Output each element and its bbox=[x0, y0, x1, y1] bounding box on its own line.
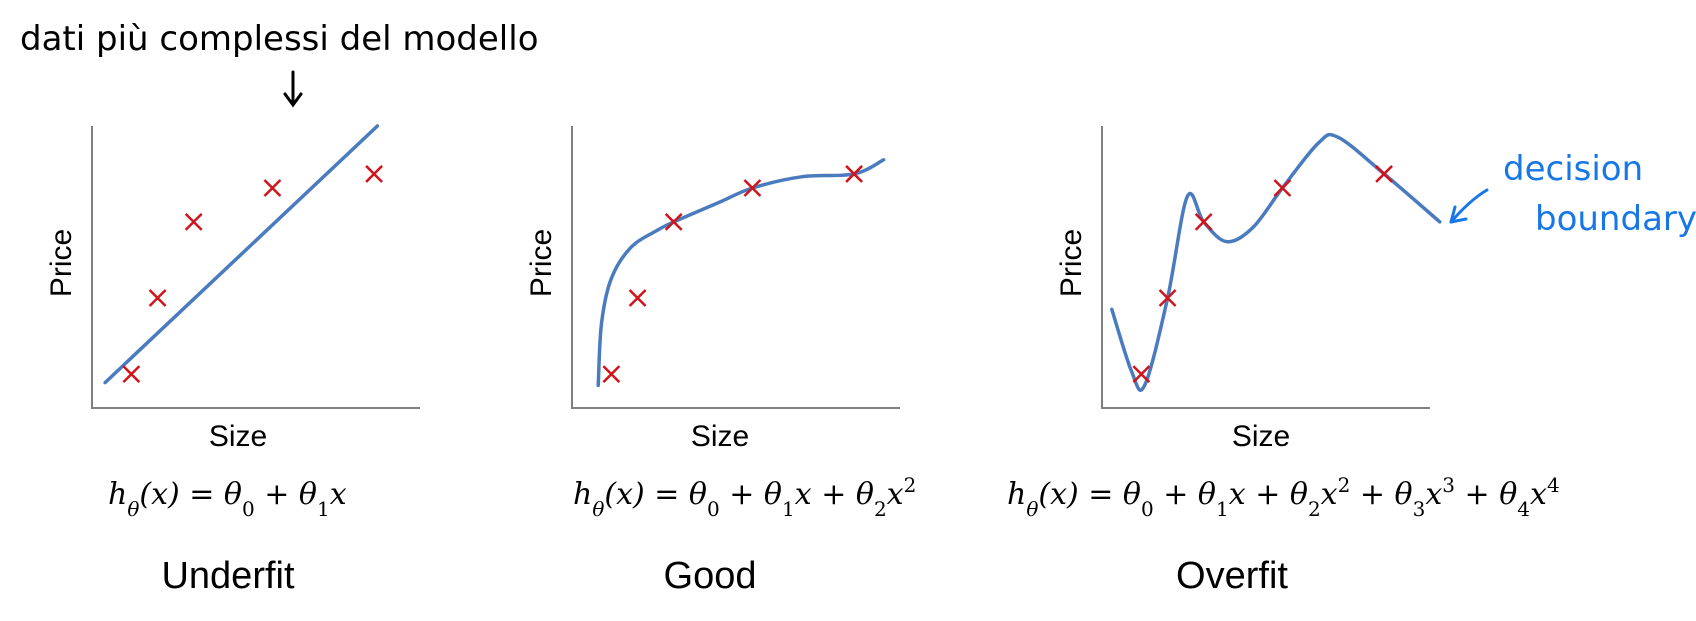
overfit-panel: Price Size hθ(x) = θ0 + θ1x + θ2x2 + θ3x… bbox=[1007, 126, 1696, 597]
pointer-arrow-icon bbox=[1449, 188, 1489, 224]
axes bbox=[1101, 126, 1430, 409]
underfit-panel: Price Size hθ(x) = θ0 + θ1x Underfit bbox=[45, 124, 420, 597]
data-point-marker bbox=[184, 212, 203, 231]
hypothesis-formula: hθ(x) = θ0 + θ1x + θ2x2 + θ3x3 + θ4x4 bbox=[1007, 473, 1560, 521]
axes bbox=[91, 126, 420, 409]
hypothesis-formula: hθ(x) = θ0 + θ1x + θ2x2 bbox=[573, 473, 916, 521]
down-arrow-icon bbox=[283, 70, 303, 108]
data-point-marker bbox=[602, 365, 621, 384]
good-fit-panel: Price Size hθ(x) = θ0 + θ1x + θ2x2 Good bbox=[525, 126, 916, 597]
data-point-marker bbox=[1194, 212, 1213, 231]
data-point-marker bbox=[628, 289, 647, 307]
x-axis-label: Size bbox=[209, 420, 267, 453]
data-point-marker bbox=[664, 212, 683, 231]
decision-label-line2: boundary bbox=[1535, 199, 1696, 239]
data-point-marker bbox=[148, 289, 167, 307]
panel-title: Overfit bbox=[1176, 555, 1288, 597]
y-axis-label: Price bbox=[1055, 229, 1088, 297]
data-point-marker bbox=[1273, 179, 1292, 197]
decision-label-line1: decision bbox=[1503, 149, 1643, 189]
data-point-marker bbox=[263, 179, 282, 197]
data-point-marker bbox=[122, 365, 141, 384]
data-point-marker bbox=[1375, 165, 1393, 183]
top-annotation: dati più complessi del modello bbox=[20, 19, 539, 59]
x-axis-label: Size bbox=[1232, 420, 1290, 453]
y-axis-label: Price bbox=[45, 229, 78, 297]
panel-title: Underfit bbox=[161, 555, 294, 597]
y-axis-label: Price bbox=[525, 229, 558, 297]
axes bbox=[571, 126, 900, 409]
fit-curve bbox=[103, 124, 380, 385]
panel-title: Good bbox=[664, 555, 757, 597]
data-point-marker bbox=[365, 165, 383, 183]
data-point-marker bbox=[845, 165, 863, 183]
x-axis-label: Size bbox=[691, 420, 749, 453]
data-point-marker bbox=[1132, 365, 1151, 384]
fit-curve bbox=[596, 158, 886, 388]
fit-curve bbox=[1110, 132, 1442, 392]
data-point-marker bbox=[743, 179, 762, 197]
hypothesis-formula: hθ(x) = θ0 + θ1x bbox=[108, 477, 347, 521]
data-point-marker bbox=[1158, 289, 1177, 307]
